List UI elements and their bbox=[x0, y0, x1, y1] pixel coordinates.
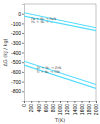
x-tick: 600 bbox=[43, 101, 49, 112]
x-tick-label: 400 bbox=[36, 104, 42, 113]
series-line bbox=[24, 16, 96, 31]
x-tick-label: 1200 bbox=[64, 104, 70, 115]
y-tick-label: -500 bbox=[11, 59, 21, 65]
annotation: Ti + N₂ → TiN bbox=[36, 70, 60, 74]
y-tick-label: -300 bbox=[11, 40, 21, 46]
y-tick: -700 bbox=[11, 79, 24, 85]
annotation: H₂ + N₂ → ... bbox=[31, 20, 53, 24]
x-tick: 0 bbox=[21, 101, 27, 107]
y-tick: -200 bbox=[11, 30, 24, 36]
x-tick: 1000 bbox=[57, 101, 63, 115]
y-axis-line bbox=[22, 5, 25, 102]
x-tick-label: 800 bbox=[50, 104, 56, 113]
x-tick-label: 1800 bbox=[86, 104, 92, 115]
x-tick: 1800 bbox=[86, 101, 92, 115]
y-tick-label: -100 bbox=[11, 21, 21, 27]
y-tick: 0 bbox=[18, 11, 24, 17]
x-tick: 2000 bbox=[93, 101, 99, 115]
y-tick-mark bbox=[22, 82, 24, 83]
x-tick-mark bbox=[74, 101, 75, 103]
lines bbox=[24, 13, 96, 89]
x-tick: 200 bbox=[28, 101, 34, 112]
x-tick-mark bbox=[82, 101, 83, 103]
y-tick-mark bbox=[22, 62, 24, 63]
x-tick-label: 1000 bbox=[57, 104, 63, 115]
y-tick-mark bbox=[22, 43, 24, 44]
x-tick: 800 bbox=[50, 101, 56, 112]
y-tick-label: -200 bbox=[11, 30, 21, 36]
y-tick-label: -400 bbox=[11, 50, 21, 56]
chart: 02004006008001000120014001600180020000-1… bbox=[0, 0, 100, 124]
x-tick-mark bbox=[38, 101, 39, 103]
x-tick-mark bbox=[96, 101, 97, 103]
x-tick: 1600 bbox=[79, 101, 85, 115]
x-axis-title: T(K) bbox=[54, 117, 65, 123]
x-tick: 400 bbox=[36, 101, 42, 112]
x-axis-line bbox=[25, 102, 97, 104]
y-tick-mark bbox=[22, 72, 24, 73]
x-tick-mark bbox=[60, 101, 61, 103]
frame-right bbox=[96, 4, 97, 101]
x-tick-mark bbox=[31, 101, 32, 103]
y-tick-label: -800 bbox=[11, 88, 21, 94]
x-axis: 0200400600800100012001400160018002000 bbox=[21, 101, 99, 115]
y-tick: -100 bbox=[11, 21, 24, 27]
x-tick-label: 1400 bbox=[72, 104, 78, 115]
x-tick-mark bbox=[89, 101, 90, 103]
x-tick-mark bbox=[67, 101, 68, 103]
series-line bbox=[24, 61, 96, 84]
y-tick-label: -700 bbox=[11, 79, 21, 85]
x-tick-label: 0 bbox=[21, 104, 27, 107]
y-tick-mark bbox=[22, 53, 24, 54]
x-tick-label: 1600 bbox=[79, 104, 85, 115]
y-tick: -500 bbox=[11, 59, 24, 65]
annotations: Zr + N₂ → ZrNTi + N₂ → TiNFe + N₂ → FeNH… bbox=[31, 17, 61, 75]
y-axis-title: ΔG (kJ / kg) bbox=[2, 38, 9, 66]
x-tick: 1200 bbox=[64, 101, 70, 115]
x-tick-label: 2000 bbox=[93, 104, 99, 115]
frame-top bbox=[24, 4, 96, 5]
y-tick-label: 0 bbox=[18, 11, 21, 17]
y-tick-label: -600 bbox=[11, 69, 21, 75]
y-axis: 0 -100 -200 -300 -400 -500 -600 -700 -800 bbox=[11, 5, 25, 102]
y-tick: -400 bbox=[11, 50, 24, 56]
y-tick: -600 bbox=[11, 69, 24, 75]
y-tick: -300 bbox=[11, 40, 24, 46]
y-tick-mark bbox=[22, 33, 24, 34]
series-line bbox=[24, 13, 96, 28]
x-tick-label: 600 bbox=[43, 104, 49, 113]
x-tick-mark bbox=[53, 101, 54, 103]
y-tick-mark bbox=[22, 91, 24, 92]
y-tick-mark bbox=[22, 14, 24, 15]
x-tick: 1400 bbox=[72, 101, 78, 115]
y-tick-mark bbox=[22, 23, 24, 24]
x-tick-label: 200 bbox=[28, 104, 34, 113]
plot: 02004006008001000120014001600180020000-1… bbox=[11, 4, 99, 115]
series-line bbox=[24, 65, 96, 88]
x-tick-mark bbox=[46, 101, 47, 103]
y-tick: -800 bbox=[11, 88, 24, 94]
